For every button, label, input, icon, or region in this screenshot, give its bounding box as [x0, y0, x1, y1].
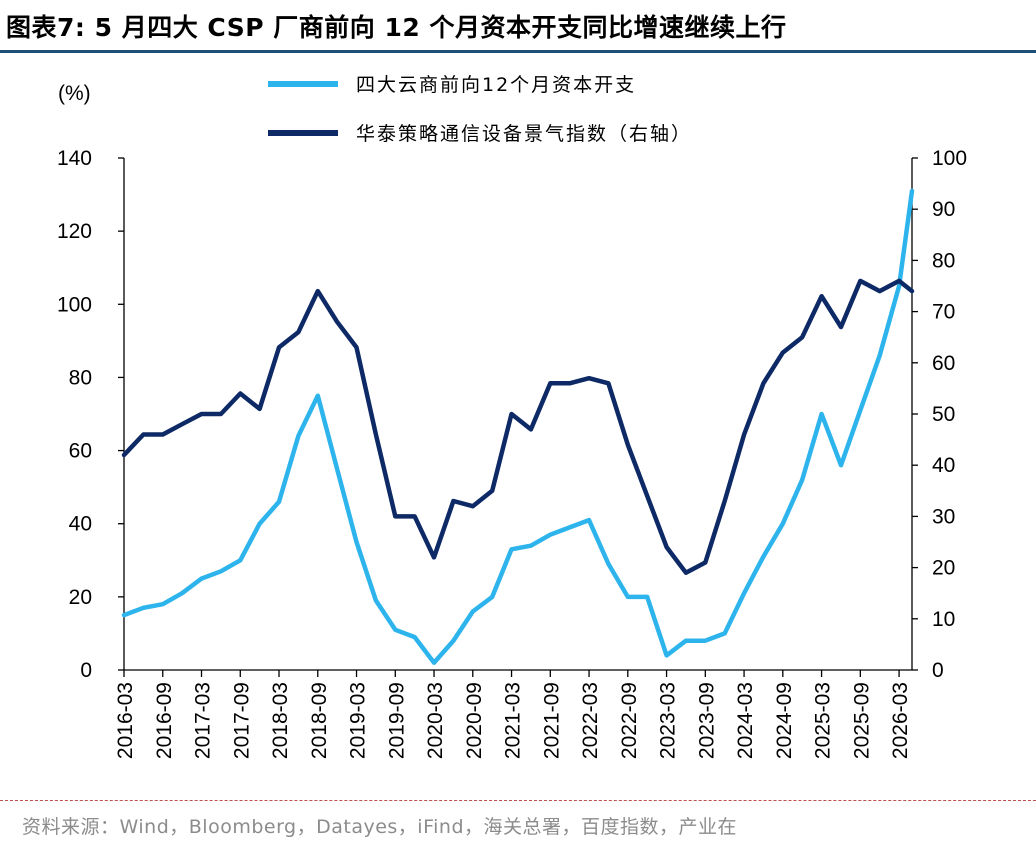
- y-right-tick-label: 10: [932, 608, 955, 631]
- x-tick-label: 2025-09: [850, 682, 873, 759]
- x-tick-label: 2025-03: [812, 682, 835, 759]
- y-right-tick-label: 30: [932, 505, 955, 528]
- y-left-tick-label: 140: [57, 147, 92, 170]
- source-rule: [0, 800, 1036, 801]
- x-tick-label: 2022-03: [579, 682, 602, 759]
- axes: 0 20 40 60 80 100 120 140 0 10 20 30 40 50 60 70 80 90 100…: [57, 147, 967, 759]
- y-right-tick-label: 40: [932, 454, 955, 477]
- y-right-tick-label: 90: [932, 198, 955, 221]
- y-left-tick-label: 80: [69, 366, 92, 389]
- series-line-1: [121, 188, 915, 665]
- x-tick-label: 2023-09: [695, 682, 718, 759]
- x-tick-label: 2021-09: [540, 682, 563, 759]
- y-left-tick-label: 20: [69, 586, 92, 609]
- x-tick-label: 2017-09: [230, 682, 253, 759]
- x-tick-label: 2018-09: [308, 682, 331, 759]
- x-tick-label: 2017-03: [192, 682, 215, 759]
- y-right-tick-label: 70: [932, 301, 955, 324]
- y-right-tick-label: 80: [932, 249, 955, 272]
- legend: 四大云商前向12个月资本开支 华泰策略通信设备景气指数（右轴）: [268, 74, 692, 145]
- x-tick-label: 2020-09: [463, 682, 486, 759]
- y-right-tick-label: 0: [932, 659, 944, 682]
- y-right-tick-label: 60: [932, 352, 955, 375]
- y-left-tick-label: 60: [69, 440, 92, 463]
- x-tick-label: 2024-09: [773, 682, 796, 759]
- x-tick-label: 2018-03: [269, 682, 292, 759]
- y-left-tick-label: 100: [57, 293, 92, 316]
- x-tick-label: 2023-03: [657, 682, 680, 759]
- x-tick-label: 2021-03: [502, 682, 525, 759]
- series-lines: [121, 188, 915, 665]
- title-rule: [0, 50, 1036, 53]
- x-tick-label: 2019-03: [347, 682, 370, 759]
- x-tick-label: 2016-09: [153, 682, 176, 759]
- x-tick-label: 2016-03: [114, 682, 137, 759]
- legend-label-series1: 四大云商前向12个月资本开支: [356, 74, 636, 96]
- x-tick-label: 2024-03: [734, 682, 757, 759]
- y-right-tick-label: 20: [932, 557, 955, 580]
- y-right-tick-label: 50: [932, 403, 955, 426]
- x-tick-label: 2026-03: [889, 682, 912, 759]
- y-left-tick-label: 0: [80, 659, 92, 682]
- series-line-2: [121, 278, 915, 575]
- x-tick-label: 2019-09: [385, 682, 408, 759]
- y-left-unit: (%): [58, 82, 91, 105]
- x-tick-label: 2020-03: [424, 682, 447, 759]
- x-tick-label: 2022-09: [618, 682, 641, 759]
- y-left-tick-label: 40: [69, 513, 92, 536]
- y-left-tick-label: 120: [57, 220, 92, 243]
- source-note: 资料来源：Wind，Bloomberg，Datayes，iFind，海关总署，百…: [22, 816, 738, 838]
- chart-title: 图表7: 5 月四大 CSP 厂商前向 12 个月资本开支同比增速继续上行: [6, 13, 787, 42]
- y-right-tick-label: 100: [932, 147, 967, 170]
- legend-label-series2: 华泰策略通信设备景气指数（右轴）: [356, 123, 692, 145]
